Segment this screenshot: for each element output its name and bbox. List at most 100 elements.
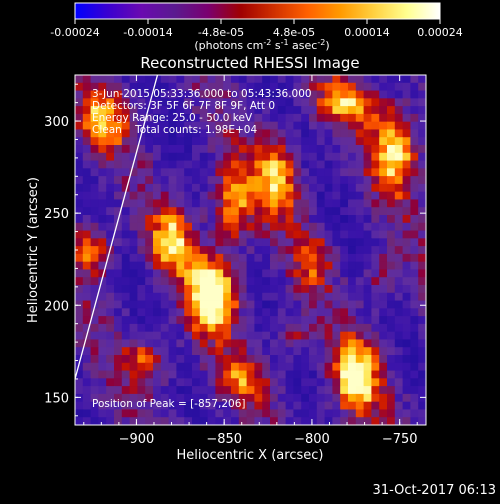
heatmap-cell xyxy=(285,160,294,169)
heatmap-cell xyxy=(98,401,107,410)
heatmap-cell xyxy=(410,417,419,425)
heatmap-cell xyxy=(340,355,349,364)
heatmap-cell xyxy=(168,269,177,278)
heatmap-cell xyxy=(176,106,185,115)
heatmap-cell xyxy=(285,401,294,410)
heatmap-cell xyxy=(207,222,216,231)
heatmap-cell xyxy=(277,292,286,301)
heatmap-cell xyxy=(231,246,240,255)
heatmap-cell xyxy=(254,98,263,107)
heatmap-cell xyxy=(246,323,255,333)
heatmap-cell xyxy=(340,401,349,410)
heatmap-cell xyxy=(309,113,318,123)
heatmap-cell xyxy=(129,370,138,379)
heatmap-cell xyxy=(199,292,208,301)
colorbar-tick-label: 0.00024 xyxy=(417,26,463,39)
heatmap-cell xyxy=(176,308,185,317)
heatmap-cell xyxy=(394,137,403,146)
heatmap-cell xyxy=(231,339,240,348)
annotation-energy-range: Energy Range: 25.0 - 50.0 keV xyxy=(92,112,253,124)
heatmap-cell xyxy=(355,401,364,410)
heatmap-cell xyxy=(277,222,286,231)
heatmap-cell xyxy=(238,207,247,216)
heatmap-cell xyxy=(223,82,232,91)
heatmap-cell xyxy=(355,230,364,239)
heatmap-cell xyxy=(348,378,357,387)
heatmap-cell xyxy=(402,145,411,154)
heatmap-cell xyxy=(254,168,263,177)
heatmap-cell xyxy=(238,82,247,91)
heatmap-cell xyxy=(223,106,232,115)
heatmap-cell xyxy=(207,386,216,395)
heatmap-cell xyxy=(223,121,232,130)
heatmap-cell xyxy=(363,277,372,286)
heatmap-cell xyxy=(246,316,255,325)
heatmap-cell xyxy=(137,347,146,356)
heatmap-cell xyxy=(394,323,403,333)
heatmap-cell xyxy=(129,362,138,371)
heatmap-cell xyxy=(348,347,357,356)
heatmap-cell xyxy=(176,121,185,130)
heatmap-cell xyxy=(184,222,193,231)
heatmap-cell xyxy=(301,362,310,371)
heatmap-cell xyxy=(270,238,279,247)
heatmap-cell xyxy=(231,230,240,239)
heatmap-cell xyxy=(168,347,177,356)
heatmap-cell xyxy=(277,417,286,425)
heatmap-cell xyxy=(238,199,247,208)
heatmap-cell xyxy=(176,277,185,286)
heatmap-cell xyxy=(410,183,419,193)
heatmap-cell xyxy=(309,230,318,239)
heatmap-cell xyxy=(75,82,84,91)
heatmap-cell xyxy=(223,238,232,247)
heatmap-cell xyxy=(106,183,115,193)
heatmap-cell xyxy=(215,362,224,371)
heatmap-cell xyxy=(316,121,325,130)
heatmap-cell xyxy=(223,401,232,410)
heatmap-cell xyxy=(348,75,357,84)
heatmap-cell xyxy=(316,222,325,231)
heatmap-cell xyxy=(145,106,154,115)
heatmap-cell xyxy=(238,238,247,247)
chart-title: Reconstructed RHESSI Image xyxy=(140,54,359,72)
heatmap-cell xyxy=(355,145,364,154)
heatmap-cell xyxy=(254,113,263,123)
heatmap-cell xyxy=(324,75,333,84)
heatmap-cell xyxy=(114,378,123,387)
heatmap-cell xyxy=(270,222,279,231)
heatmap-cell xyxy=(293,401,302,410)
heatmap-cell xyxy=(90,246,99,255)
heatmap-cell xyxy=(371,277,380,286)
heatmap-cell xyxy=(270,246,279,255)
heatmap-cell xyxy=(402,215,411,224)
heatmap-cell xyxy=(371,222,380,231)
heatmap-cell xyxy=(309,145,318,154)
heatmap-cell xyxy=(199,409,208,418)
heatmap-cell xyxy=(355,222,364,231)
heatmap-cell xyxy=(90,199,99,208)
heatmap-cell xyxy=(199,246,208,255)
heatmap-cell xyxy=(145,137,154,146)
heatmap-cell xyxy=(231,316,240,325)
heatmap-cell xyxy=(207,269,216,278)
heatmap-cell xyxy=(371,393,380,403)
heatmap-cell xyxy=(410,98,419,107)
heatmap-cell xyxy=(184,277,193,286)
heatmap-cell xyxy=(402,316,411,325)
heatmap-cell xyxy=(153,393,162,403)
heatmap-cell xyxy=(199,285,208,294)
heatmap-cell xyxy=(223,261,232,270)
heatmap-cell xyxy=(176,253,185,263)
heatmap-cell xyxy=(262,230,271,239)
heatmap-cell xyxy=(363,393,372,403)
heatmap-cell xyxy=(168,191,177,200)
heatmap-cell xyxy=(316,409,325,418)
heatmap-cell xyxy=(402,378,411,387)
heatmap-cell xyxy=(199,207,208,216)
heatmap-cell xyxy=(75,121,84,130)
heatmap-cell xyxy=(129,238,138,247)
heatmap-cell xyxy=(394,253,403,263)
heatmap-cell xyxy=(246,230,255,239)
heatmap-cell xyxy=(324,261,333,270)
heatmap-cell xyxy=(324,106,333,115)
